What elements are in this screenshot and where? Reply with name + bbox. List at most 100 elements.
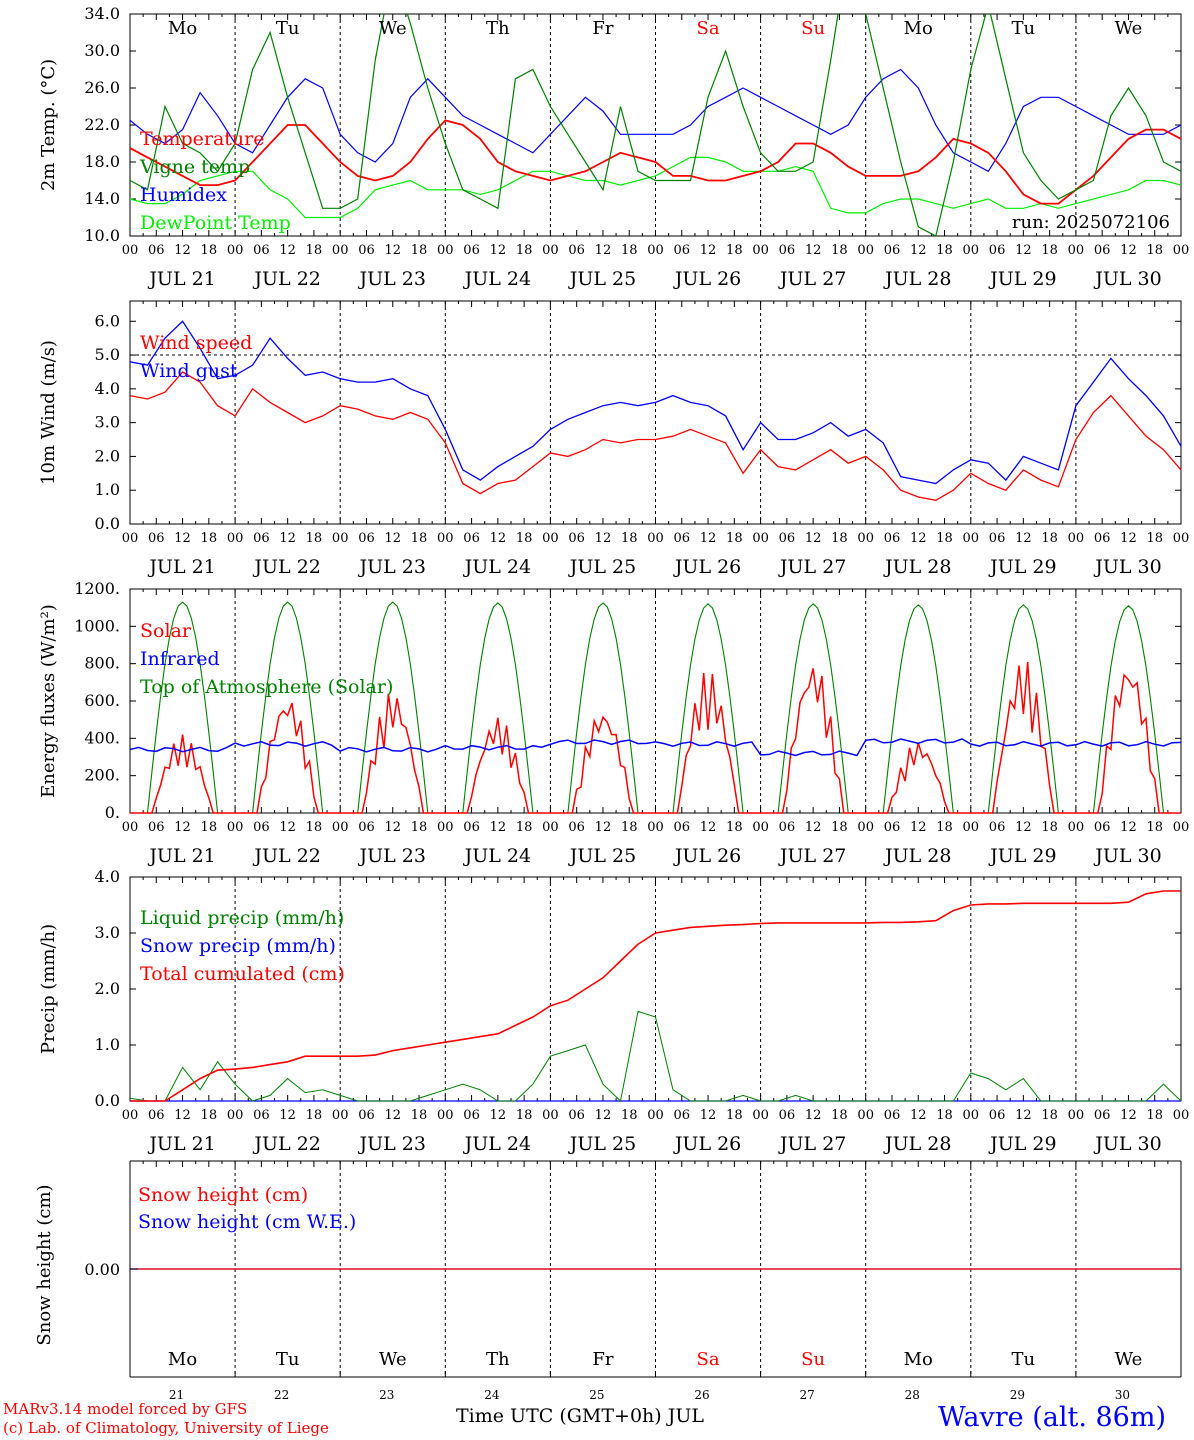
y-tick-label: 0.00 (84, 1260, 120, 1279)
hour-tick-label: 00 (752, 820, 769, 835)
hour-tick-label: 00 (332, 531, 349, 546)
hour-tick-label: 18 (621, 1108, 638, 1123)
hour-tick-label: 00 (542, 1108, 559, 1123)
hour-tick-label: 18 (831, 531, 848, 546)
series-line (129, 1010, 1182, 1102)
panel-5: 0.00 Snow height (cm) Snow height (cm) Snow… (34, 1160, 1182, 1402)
run-label: run: 2025072106 (1012, 212, 1170, 233)
series-line (130, 68, 1181, 173)
hour-tick-label: 12 (174, 1108, 191, 1123)
weekday-label: Sa (697, 18, 720, 39)
hour-tick-label: 06 (674, 531, 691, 546)
hour-tick-label: 00 (227, 820, 244, 835)
hour-tick-label: 06 (463, 1108, 480, 1123)
hour-tick-label: 00 (1068, 820, 1085, 835)
hour-tick-label: 12 (595, 1108, 612, 1123)
series-line (130, 14, 1181, 236)
legend-infrared: Infrared (140, 648, 220, 670)
hour-tick-label: 12 (490, 531, 507, 546)
hour-tick-label: 06 (674, 243, 691, 258)
hour-tick-label: 00 (437, 820, 454, 835)
hour-tick-label: 00 (227, 1108, 244, 1123)
hour-tick-label: 00 (542, 243, 559, 258)
date-label: JUL 25 (568, 1133, 636, 1155)
hour-tick-label: 00 (1173, 531, 1190, 546)
y-tick-label: 3.0 (95, 923, 120, 942)
date-label: JUL 26 (673, 268, 741, 290)
hour-tick-label: 00 (332, 243, 349, 258)
hour-tick-label: 12 (490, 243, 507, 258)
hour-tick-label: 18 (411, 531, 428, 546)
panel-1: 10.0 14.0 18.0 22.0 26.0 30.0 34.0 2m Temp. (°C… (38, 4, 1189, 290)
hour-tick-label: 06 (148, 1108, 165, 1123)
hour-tick-label: 06 (1094, 1108, 1111, 1123)
legend-snow-precip-mm-h: Snow precip (mm/h) (140, 935, 336, 957)
hour-tick-label: 12 (805, 1108, 822, 1123)
legend-vigne-temp: Vigne temp (139, 156, 250, 178)
hour-tick-label: 00 (122, 243, 139, 258)
hour-tick-label: 00 (857, 531, 874, 546)
hour-tick-label: 00 (1068, 243, 1085, 258)
hour-tick-label: 06 (148, 531, 165, 546)
hour-tick-label: 06 (568, 820, 585, 835)
hour-tick-label: 18 (621, 820, 638, 835)
hour-tick-label: 00 (122, 531, 139, 546)
date-label: JUL 30 (1093, 556, 1161, 578)
hour-tick-label: 12 (805, 531, 822, 546)
hour-tick-label: 06 (568, 1108, 585, 1123)
hour-tick-label: 18 (1041, 1108, 1058, 1123)
x-axis-title: Time UTC (GMT+0h) JUL (456, 1405, 704, 1427)
hour-tick-label: 18 (1146, 531, 1163, 546)
y-axis-label: Energy fluxes (W/m²) (38, 604, 59, 798)
hour-tick-label: 12 (1120, 243, 1137, 258)
hour-tick-label: 06 (358, 243, 375, 258)
hour-tick-label: 06 (253, 243, 270, 258)
hour-tick-label: 18 (306, 820, 323, 835)
hour-tick-label: 06 (463, 243, 480, 258)
hour-tick-label: 00 (963, 243, 980, 258)
panel-4: 0.0 1.0 2.0 3.0 4.0 Precip (mm/h) Liquid preci… (38, 867, 1189, 1155)
hour-tick-label: 00 (1068, 531, 1085, 546)
date-label: JUL 26 (673, 1133, 741, 1155)
y-tick-label: 10.0 (84, 226, 120, 245)
hour-tick-label: 12 (384, 820, 401, 835)
hour-tick-label: 18 (1041, 243, 1058, 258)
day-number-label: 26 (694, 1388, 709, 1402)
weekday-label: Th (486, 1349, 510, 1370)
hour-tick-label: 18 (201, 1108, 218, 1123)
hour-tick-label: 18 (726, 531, 743, 546)
date-label: JUL 23 (358, 556, 426, 578)
lab-credit: (c) Lab. of Climatology, University of L… (3, 1419, 329, 1437)
hour-tick-label: 18 (726, 243, 743, 258)
weekday-label: Mo (168, 18, 197, 39)
hour-tick-label: 18 (726, 1108, 743, 1123)
hour-tick-label: 00 (542, 820, 559, 835)
series-line (130, 156, 1181, 219)
panel-2: 0.0 1.0 2.0 3.0 4.0 5.0 6.0 10m Wind (m/s) Wind … (38, 300, 1190, 578)
hour-tick-label: 00 (437, 1108, 454, 1123)
hour-tick-label: 18 (1146, 243, 1163, 258)
hour-tick-label: 18 (936, 1108, 953, 1123)
hour-tick-label: 12 (174, 531, 191, 546)
date-label: JUL 27 (778, 268, 846, 290)
date-label: JUL 29 (988, 268, 1056, 290)
date-label: JUL 28 (883, 556, 951, 578)
weekday-label: We (379, 18, 407, 39)
hour-tick-label: 12 (910, 1108, 927, 1123)
hour-tick-label: 06 (779, 1108, 796, 1123)
hour-tick-label: 06 (463, 531, 480, 546)
hour-tick-label: 12 (1120, 531, 1137, 546)
hour-tick-label: 00 (647, 531, 664, 546)
y-tick-label: 1000. (74, 616, 120, 635)
hour-tick-label: 12 (595, 531, 612, 546)
hour-tick-label: 18 (201, 243, 218, 258)
hour-tick-label: 12 (1015, 531, 1032, 546)
date-label: JUL 23 (358, 1133, 426, 1155)
hour-tick-label: 00 (227, 531, 244, 546)
y-tick-label: 600. (84, 691, 120, 710)
date-label: JUL 23 (358, 845, 426, 867)
date-label: JUL 21 (147, 845, 215, 867)
date-label: JUL 23 (358, 268, 426, 290)
y-tick-label: 1.0 (95, 1035, 120, 1054)
y-tick-label: 0. (105, 803, 120, 822)
